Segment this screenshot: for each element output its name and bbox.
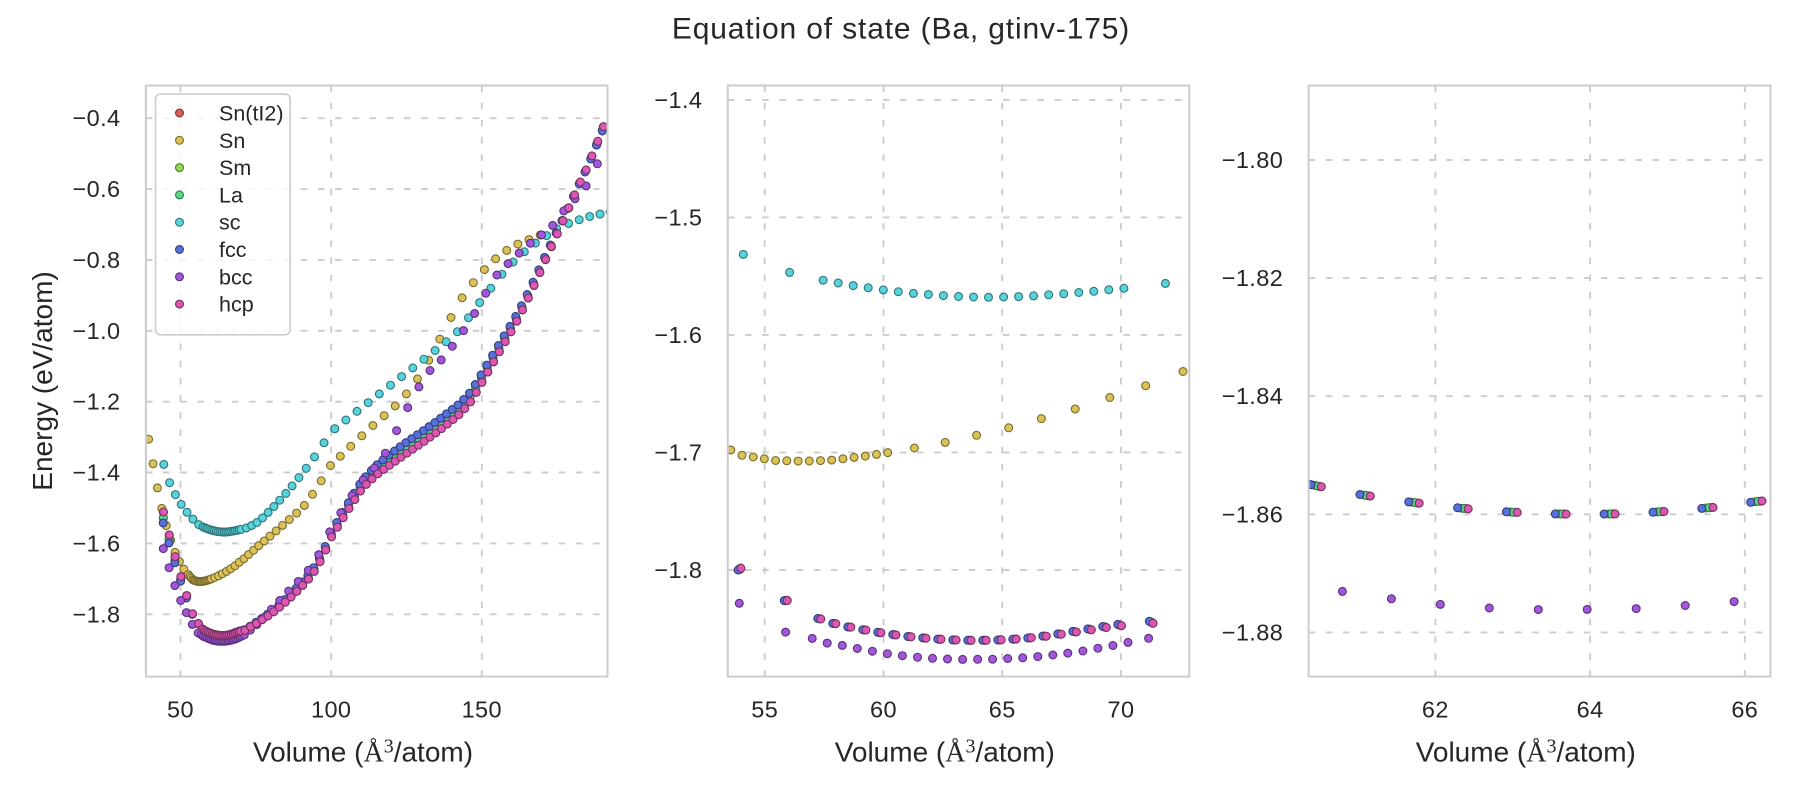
svg-text:−1.82: −1.82 xyxy=(1222,265,1283,291)
svg-text:Energy (eV/atom): Energy (eV/atom) xyxy=(27,271,58,490)
svg-text:65: 65 xyxy=(989,697,1016,723)
svg-text:−1.2: −1.2 xyxy=(73,389,121,415)
svg-text:sc: sc xyxy=(219,211,241,235)
svg-text:−1.4: −1.4 xyxy=(73,460,121,486)
svg-text:50: 50 xyxy=(167,697,194,723)
svg-text:62: 62 xyxy=(1422,697,1449,723)
svg-text:−1.4: −1.4 xyxy=(654,87,702,113)
svg-text:150: 150 xyxy=(462,697,502,723)
svg-text:−0.6: −0.6 xyxy=(73,176,121,202)
svg-text:−1.7: −1.7 xyxy=(654,439,702,465)
svg-text:−1.5: −1.5 xyxy=(654,204,702,230)
svg-text:60: 60 xyxy=(870,697,897,723)
svg-text:Sn(tI2): Sn(tI2) xyxy=(219,102,284,126)
svg-text:66: 66 xyxy=(1731,697,1758,723)
svg-text:hcp: hcp xyxy=(219,293,254,317)
svg-text:Volume (Å3/atom): Volume (Å3/atom) xyxy=(1416,736,1636,769)
svg-text:64: 64 xyxy=(1577,697,1604,723)
svg-text:fcc: fcc xyxy=(219,238,247,262)
svg-text:−1.86: −1.86 xyxy=(1222,501,1283,527)
svg-text:−1.6: −1.6 xyxy=(654,322,702,348)
svg-text:−0.8: −0.8 xyxy=(73,247,121,273)
svg-text:70: 70 xyxy=(1108,697,1135,723)
svg-text:Sn: Sn xyxy=(219,129,245,153)
svg-text:100: 100 xyxy=(311,697,351,723)
svg-text:−1.6: −1.6 xyxy=(73,530,121,556)
svg-text:−1.84: −1.84 xyxy=(1222,383,1283,409)
svg-text:−1.88: −1.88 xyxy=(1222,619,1283,645)
svg-text:−1.8: −1.8 xyxy=(73,601,121,627)
svg-text:55: 55 xyxy=(751,697,778,723)
svg-text:Sm: Sm xyxy=(219,156,251,180)
svg-text:Volume (Å3/atom): Volume (Å3/atom) xyxy=(835,736,1055,769)
svg-text:−1.80: −1.80 xyxy=(1222,147,1283,173)
svg-text:−1.8: −1.8 xyxy=(654,557,702,583)
svg-text:Equation of state (Ba, gtinv-1: Equation of state (Ba, gtinv-175) xyxy=(672,13,1130,46)
svg-text:Volume (Å3/atom): Volume (Å3/atom) xyxy=(253,736,473,769)
svg-text:−1.0: −1.0 xyxy=(73,318,121,344)
svg-text:La: La xyxy=(219,183,243,207)
svg-text:bcc: bcc xyxy=(219,265,253,289)
svg-text:−0.4: −0.4 xyxy=(73,105,121,131)
